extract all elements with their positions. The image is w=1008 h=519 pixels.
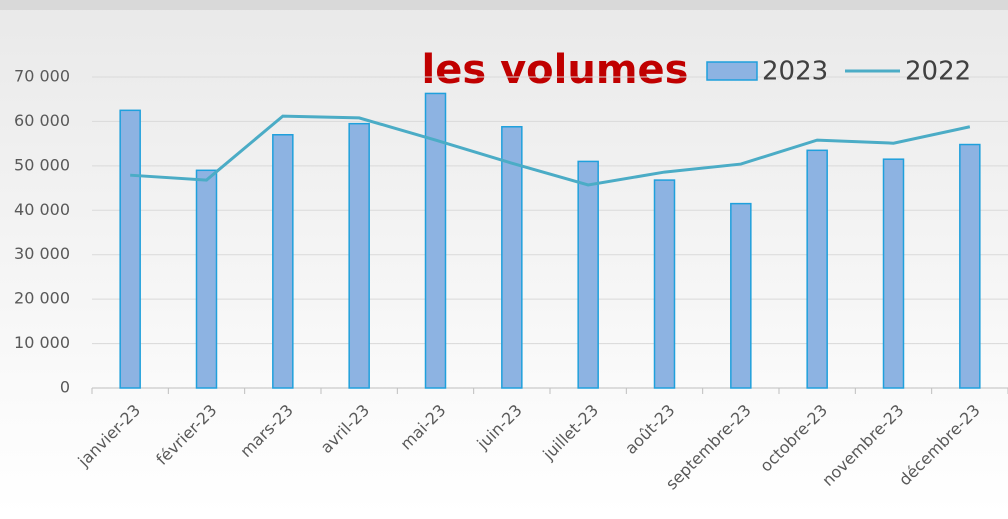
- top-band: [0, 0, 1008, 10]
- y-tick-label: 30 000: [14, 244, 70, 263]
- bar: [348, 122, 370, 389]
- bar: [424, 92, 447, 389]
- legend-swatch: [706, 61, 758, 81]
- legend-label: 2022: [905, 57, 971, 87]
- y-tick-label: 50 000: [14, 155, 70, 174]
- y-tick-label: 20 000: [14, 289, 70, 308]
- bar: [882, 158, 905, 389]
- y-tick-label: 40 000: [14, 200, 70, 219]
- bar: [501, 126, 523, 389]
- line: [130, 114, 971, 187]
- y-tick-label: 0: [60, 378, 70, 397]
- legend-label: 2023: [762, 57, 828, 87]
- bar: [195, 169, 218, 389]
- bar: [272, 134, 294, 389]
- chart-title: les volumes: [422, 47, 689, 93]
- bar: [959, 143, 981, 389]
- bar: [119, 109, 141, 389]
- bar: [730, 202, 752, 389]
- y-tick-label: 10 000: [14, 333, 70, 352]
- bar: [577, 160, 599, 389]
- y-tick-label: 60 000: [14, 111, 70, 130]
- bar: [653, 179, 676, 389]
- bar: [806, 149, 828, 389]
- y-tick-label: 70 000: [14, 67, 70, 86]
